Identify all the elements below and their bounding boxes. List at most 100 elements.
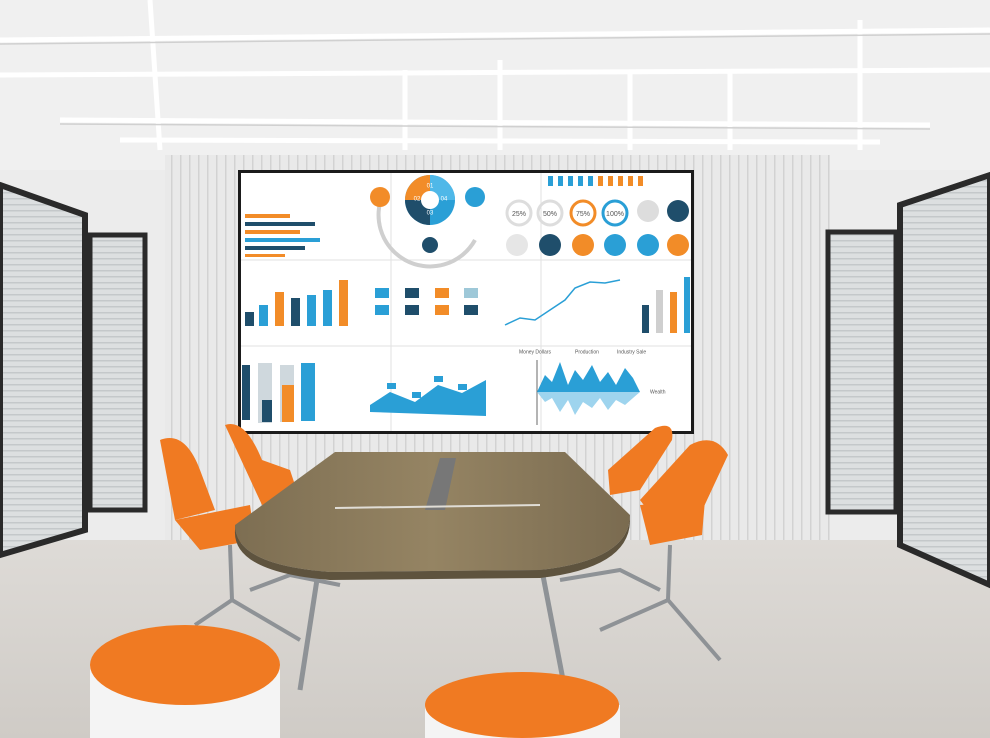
shape-rect <box>245 254 285 257</box>
shape-polyline <box>504 279 621 326</box>
shape-rect <box>242 365 250 420</box>
shape-rect <box>0 0 990 170</box>
chair-legs <box>193 544 722 662</box>
shape-g <box>0 33 990 130</box>
shape-rect <box>435 288 449 298</box>
axis-label: Wealth <box>650 389 666 395</box>
line-panel <box>504 277 690 333</box>
shape-rect <box>458 384 467 390</box>
shape-line <box>59 123 931 130</box>
shape-rect <box>608 176 613 186</box>
pie-label: 04 <box>441 197 448 203</box>
shape-rect <box>618 176 623 186</box>
shape-rect <box>245 214 290 218</box>
shape-rect <box>387 383 396 389</box>
shape-rect <box>405 305 419 315</box>
shape-rect <box>684 277 690 333</box>
shape-g <box>505 199 629 227</box>
shape-polygon <box>370 380 486 416</box>
shape-polygon <box>0 181 88 559</box>
shape-rect <box>245 222 315 226</box>
shape-rect <box>412 392 421 398</box>
pie-label: 03 <box>427 211 434 217</box>
shape-line <box>334 504 541 509</box>
shape-rect <box>578 176 583 186</box>
shape-rect <box>638 176 643 186</box>
shape-rect <box>245 230 300 234</box>
shape-line <box>666 544 672 601</box>
shape-polygon <box>537 362 640 392</box>
shape-polygon <box>425 458 456 510</box>
shape-rect <box>245 238 320 242</box>
shape-circle <box>604 234 626 256</box>
shape-polygon <box>537 392 640 415</box>
shape-path <box>608 425 673 495</box>
legend-label: Production <box>575 349 599 355</box>
shape-rect <box>598 176 603 186</box>
shape-rect <box>275 292 284 326</box>
shape-circle <box>569 199 597 227</box>
shape-circle <box>539 234 561 256</box>
shape-rect <box>435 305 449 315</box>
shape-rect <box>262 400 272 422</box>
area-panel <box>370 376 486 416</box>
video-wall: 01 04 03 02 25% 50% 75% <box>238 170 694 434</box>
shape-polygon <box>897 171 990 589</box>
pie-panel: 01 04 03 02 <box>370 175 485 269</box>
shape-rect <box>245 312 254 326</box>
shape-line <box>59 117 931 128</box>
shape-circle <box>667 234 689 256</box>
shape-rect <box>656 290 663 333</box>
shape-rect <box>282 385 294 422</box>
shape-path <box>376 189 477 269</box>
percent-label: 50% <box>543 211 557 218</box>
shape-polyline <box>559 567 661 592</box>
shape-rect <box>405 288 419 298</box>
tag-panel <box>375 288 478 315</box>
percent-panel: 25% 50% 75% 100% <box>505 176 689 256</box>
shape-circle <box>505 199 533 227</box>
shape-rect <box>464 288 478 298</box>
shape-circle <box>536 199 564 227</box>
shape-rect <box>588 176 593 186</box>
shape-rect <box>323 290 332 326</box>
shape-line <box>0 27 990 43</box>
pie-label: 02 <box>414 197 421 203</box>
shape-circle <box>601 199 629 227</box>
shape-rect <box>548 176 553 186</box>
shape-circle <box>465 187 485 207</box>
percent-label: 100% <box>606 211 624 218</box>
shape-rect <box>307 295 316 326</box>
shape-path <box>175 505 255 550</box>
shape-path <box>640 500 705 545</box>
shape-line <box>0 33 990 45</box>
wave-panel: Money Dollars Production Industry Sale W… <box>519 349 666 425</box>
shape-ellipse <box>425 672 619 738</box>
shape-ellipse <box>90 625 280 705</box>
shape-path <box>225 424 300 505</box>
table <box>234 452 630 691</box>
iso-bar-panel <box>245 280 348 326</box>
shape-line <box>537 559 568 691</box>
shape-g <box>548 176 593 186</box>
hbar-panel <box>245 214 320 257</box>
shape-path <box>235 452 630 572</box>
shape-rect <box>291 298 300 326</box>
shape-rect <box>339 280 348 326</box>
shape-circle <box>667 200 689 222</box>
shape-rect <box>642 305 649 333</box>
shape-circle <box>370 187 390 207</box>
shape-rect <box>375 288 389 298</box>
shape-path <box>640 440 728 520</box>
shape-rect <box>87 232 148 513</box>
shape-circle <box>421 191 439 209</box>
shape-circle <box>637 200 659 222</box>
shape-g <box>598 176 643 186</box>
shape-circle <box>572 234 594 256</box>
stools <box>90 625 620 738</box>
shape-line <box>228 544 234 601</box>
shape-rect <box>375 305 389 315</box>
shape-rect <box>558 176 563 186</box>
